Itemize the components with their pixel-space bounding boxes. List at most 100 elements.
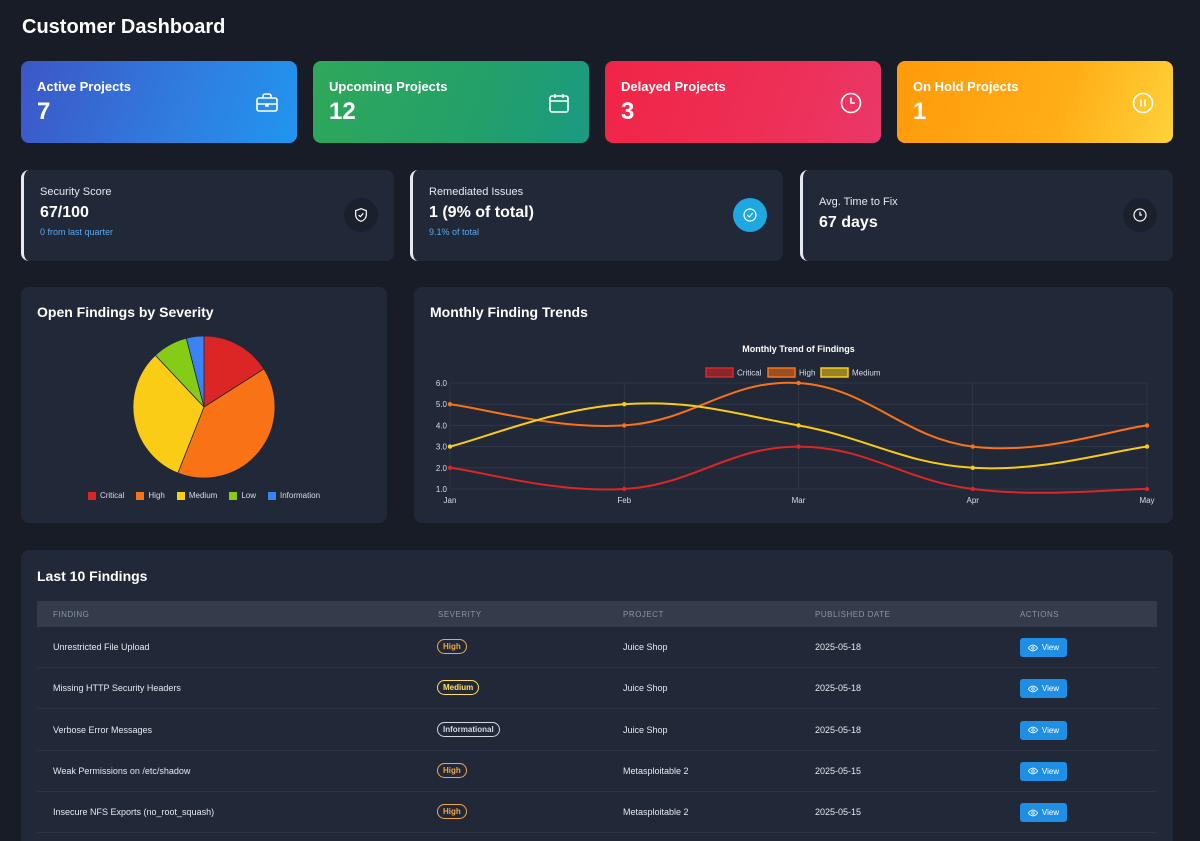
legend-label: Critical bbox=[737, 369, 762, 378]
data-point-critical[interactable] bbox=[1144, 486, 1150, 492]
legend-item-high[interactable]: High bbox=[136, 491, 165, 500]
view-label: View bbox=[1041, 684, 1060, 694]
card-value: 3 bbox=[621, 98, 635, 125]
eye-icon bbox=[1027, 644, 1038, 651]
clock-icon bbox=[1123, 198, 1157, 232]
finding-name: Unrestricted File Upload bbox=[53, 642, 150, 652]
x-tick-label: May bbox=[1139, 496, 1154, 505]
finding-name: Verbose Error Messages bbox=[53, 724, 153, 735]
project-name: Metasploitable 2 bbox=[623, 807, 689, 818]
card-value: 12 bbox=[329, 98, 356, 125]
card-label: Active Projects bbox=[37, 79, 131, 94]
pie-slice-information[interactable] bbox=[185, 335, 205, 408]
panel-title: Open Findings by Severity bbox=[37, 304, 214, 320]
legend-swatch bbox=[268, 491, 276, 500]
legend-item-high[interactable]: High bbox=[767, 367, 815, 378]
project-name: Metasploitable 2 bbox=[623, 765, 689, 776]
stat-label: Remediated Issues bbox=[429, 186, 524, 198]
data-point-high[interactable] bbox=[622, 423, 627, 428]
col-finding: FINDING bbox=[53, 610, 90, 619]
data-point-critical[interactable] bbox=[622, 486, 627, 492]
data-point-medium[interactable] bbox=[622, 402, 627, 407]
legend-label: Medium bbox=[852, 369, 881, 378]
legend-item-medium[interactable]: Medium bbox=[820, 367, 881, 378]
upcoming-projects-card[interactable]: Upcoming Projects 12 bbox=[313, 61, 589, 143]
severity-badge: Medium bbox=[437, 680, 480, 696]
table-row: Unrestricted File Upload High Juice Shop 20… bbox=[37, 627, 1157, 668]
data-point-high[interactable] bbox=[796, 380, 801, 386]
data-point-medium[interactable] bbox=[1144, 444, 1150, 449]
legend-swatch bbox=[176, 491, 185, 500]
data-point-critical[interactable] bbox=[447, 465, 453, 470]
pause-icon bbox=[1132, 92, 1154, 114]
check-circle-icon bbox=[733, 198, 767, 232]
x-tick-label: Jan bbox=[444, 496, 457, 505]
stat-value: 67/100 bbox=[40, 204, 89, 221]
card-label: Upcoming Projects bbox=[329, 79, 448, 94]
x-tick-label: Feb bbox=[617, 496, 631, 505]
legend-label: Medium bbox=[188, 491, 218, 500]
table-header: FINDING SEVERITY PROJECT PUBLISHED DATE … bbox=[37, 601, 1157, 627]
card-label: Delayed Projects bbox=[621, 79, 726, 94]
x-tick-label: Apr bbox=[967, 496, 980, 505]
pie-slice-critical[interactable] bbox=[203, 335, 265, 408]
view-button[interactable]: View bbox=[1020, 761, 1067, 781]
legend-item-low[interactable]: Low bbox=[229, 491, 256, 500]
monthly-trends-panel: Monthly Finding Trends Monthly Trend of … bbox=[414, 287, 1173, 523]
legend-item-medium[interactable]: Medium bbox=[176, 491, 218, 500]
legend-swatch bbox=[136, 491, 145, 500]
panel-title: Last 10 Findings bbox=[37, 568, 148, 584]
view-label: View bbox=[1041, 725, 1060, 735]
data-point-critical[interactable] bbox=[970, 486, 975, 492]
on-hold-projects-card[interactable]: On Hold Projects 1 bbox=[897, 61, 1173, 143]
delayed-projects-card[interactable]: Delayed Projects 3 bbox=[605, 61, 881, 143]
legend-swatch bbox=[705, 367, 734, 378]
finding-name: Missing HTTP Security Headers bbox=[53, 683, 181, 694]
legend-swatch bbox=[767, 367, 796, 378]
legend-label: Information bbox=[280, 491, 321, 500]
avg-time-to-fix-card: Avg. Time to Fix 67 days bbox=[800, 170, 1173, 261]
eye-icon bbox=[1027, 726, 1038, 734]
view-button[interactable]: View bbox=[1020, 638, 1067, 657]
severity-badge: High bbox=[437, 762, 467, 778]
published-date: 2025-05-15 bbox=[815, 765, 862, 776]
table-row: Verbose Error Messages Informational Juice… bbox=[37, 710, 1157, 751]
view-label: View bbox=[1041, 808, 1060, 818]
card-label: On Hold Projects bbox=[913, 79, 1019, 94]
data-point-critical[interactable] bbox=[796, 444, 801, 449]
y-tick-label: 3.0 bbox=[436, 443, 448, 452]
data-point-high[interactable] bbox=[1144, 423, 1150, 428]
data-point-medium[interactable] bbox=[447, 444, 453, 449]
legend-item-critical[interactable]: Critical bbox=[87, 491, 124, 500]
legend-item-critical[interactable]: Critical bbox=[705, 367, 762, 378]
view-button[interactable]: View bbox=[1020, 803, 1067, 823]
y-tick-label: 2.0 bbox=[436, 464, 448, 473]
active-projects-card[interactable]: Active Projects 7 bbox=[21, 61, 297, 143]
calendar-icon bbox=[549, 94, 569, 113]
view-button[interactable]: View bbox=[1020, 720, 1067, 740]
view-button[interactable]: View bbox=[1020, 679, 1067, 699]
y-tick-label: 6.0 bbox=[436, 379, 448, 388]
remediated-issues-card: Remediated Issues 1 (9% of total) 9.1% o… bbox=[410, 170, 783, 261]
legend-item-information[interactable]: Information bbox=[268, 491, 320, 500]
severity-pie-panel: Open Findings by Severity Critical High Me… bbox=[21, 287, 387, 523]
col-actions: ACTIONS bbox=[1020, 610, 1060, 619]
data-point-high[interactable] bbox=[970, 444, 975, 449]
col-severity: SEVERITY bbox=[438, 610, 482, 619]
eye-icon bbox=[1027, 809, 1038, 817]
legend-label: High bbox=[799, 369, 815, 378]
data-point-medium[interactable] bbox=[796, 423, 801, 428]
page-title: Customer Dashboard bbox=[22, 16, 226, 38]
severity-badge: Informational bbox=[437, 721, 500, 737]
data-point-medium[interactable] bbox=[970, 465, 975, 470]
pie-slice-high[interactable] bbox=[177, 368, 276, 479]
pie-slice-medium[interactable] bbox=[132, 354, 205, 474]
chart-title: Monthly Trend of Findings bbox=[742, 344, 855, 354]
published-date: 2025-05-18 bbox=[815, 683, 862, 694]
security-score-card: Security Score 67/100 0 from last quarte… bbox=[21, 170, 394, 261]
stat-label: Security Score bbox=[40, 186, 112, 198]
pie-legend: Critical High Medium Low Information bbox=[21, 491, 387, 500]
last-findings-panel: Last 10 Findings FINDING SEVERITY PROJEC… bbox=[21, 550, 1173, 841]
panel-title: Monthly Finding Trends bbox=[430, 304, 588, 320]
data-point-high[interactable] bbox=[447, 402, 453, 407]
